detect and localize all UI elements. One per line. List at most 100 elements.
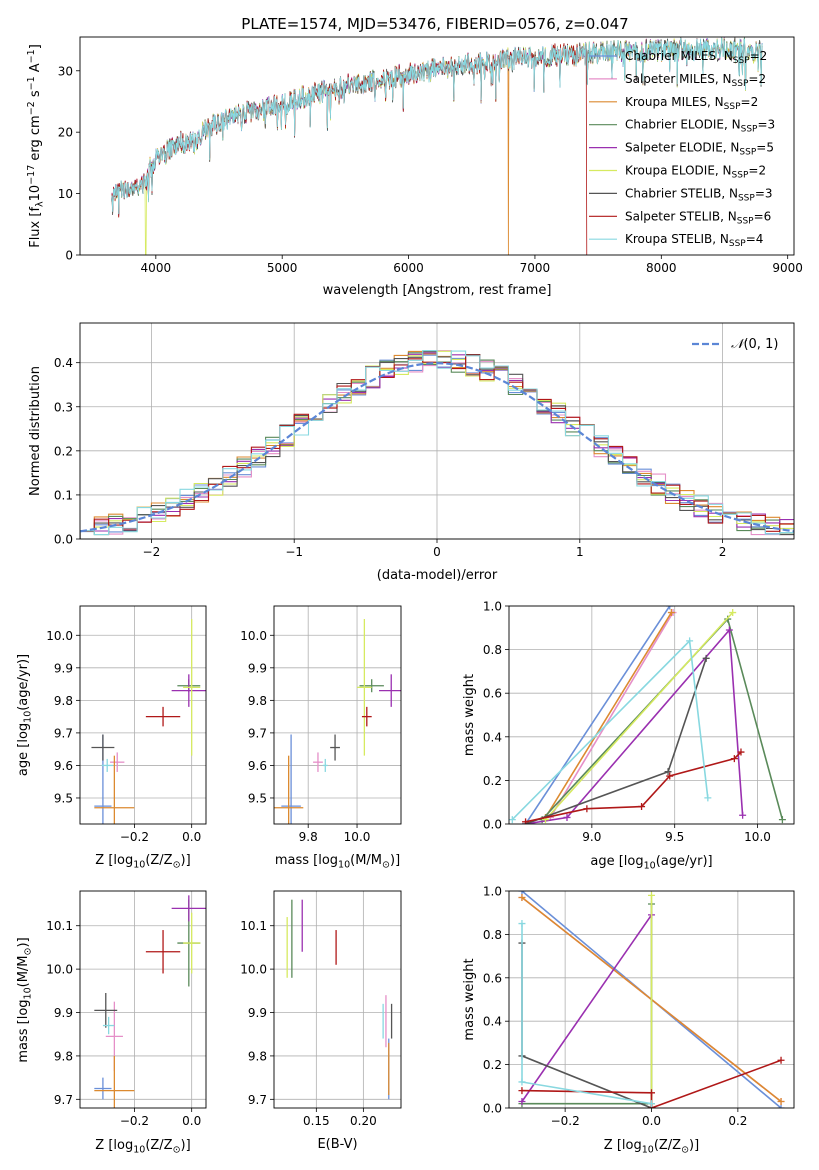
spectrum-line-kroupa-stelib bbox=[111, 37, 763, 215]
spectrum-xtick-label: 5000 bbox=[267, 261, 298, 275]
errorbar-point bbox=[183, 619, 201, 756]
weight-line bbox=[521, 914, 653, 1102]
age-vs-mass-xtick-label: 10.0 bbox=[344, 830, 371, 844]
weight-line bbox=[541, 617, 784, 821]
mass-vs-ebv-ytick-label: 10.0 bbox=[240, 963, 267, 977]
spectrum-frame bbox=[79, 36, 795, 256]
weight-line bbox=[544, 612, 673, 818]
mass-vs-Z-ytick-label: 10.0 bbox=[46, 963, 73, 977]
weight-marker bbox=[729, 609, 737, 617]
weight-vs-age-ylabel: mass weight bbox=[462, 674, 477, 756]
weight-vs-Z-lines bbox=[518, 891, 785, 1108]
legend-entry: Salpeter MILES, NSSP=2 bbox=[625, 72, 766, 89]
weight-vs-age-frame bbox=[508, 605, 795, 825]
errorbar-point bbox=[91, 734, 115, 761]
svg-text:age [log10(age/yr)]: age [log10(age/yr)] bbox=[16, 654, 34, 776]
weight-marker bbox=[666, 772, 674, 780]
residuals-histograms bbox=[80, 350, 794, 539]
mass-vs-ebv-xtick-label: 0.15 bbox=[303, 1114, 330, 1128]
legend-entry: Kroupa STELIB, NSSP=4 bbox=[625, 232, 763, 249]
residuals-legend-label: 𝒩(0, 1) bbox=[731, 337, 778, 352]
weight-line bbox=[521, 943, 652, 1108]
weight-line bbox=[544, 611, 734, 821]
weight-vs-age-ytick-label: 0.6 bbox=[483, 687, 502, 701]
age-vs-mass-xlabel: mass [log10(M/M⊙)] bbox=[275, 853, 400, 871]
spectrum-xtick-label: 9000 bbox=[772, 261, 803, 275]
spectrum-ytick-label: 10 bbox=[58, 187, 73, 201]
mass-vs-Z-points bbox=[94, 895, 206, 1108]
weight-marker bbox=[664, 768, 672, 776]
errorbar-point bbox=[171, 674, 206, 707]
spectrum-xtick-label: 6000 bbox=[393, 261, 424, 275]
weight-vs-age-ytick-label: 0.4 bbox=[483, 730, 502, 744]
mass-vs-ebv-ytick-label: 10.1 bbox=[240, 919, 267, 933]
weight-marker bbox=[777, 1104, 785, 1108]
weight-vs-Z-ytick-label: 1.0 bbox=[483, 885, 502, 899]
mass-vs-Z-frame bbox=[79, 890, 207, 1109]
residuals-xtick-label: −1 bbox=[285, 545, 303, 559]
figure-title: PLATE=1574, MJD=53476, FIBERID=0576, z=0… bbox=[241, 15, 628, 33]
weight-marker bbox=[583, 805, 591, 813]
spectrum-lines bbox=[111, 37, 763, 255]
age-vs-mass-ytick-label: 10.0 bbox=[240, 629, 267, 643]
mass-vs-Z-ytick-label: 10.1 bbox=[46, 919, 73, 933]
errorbar-point bbox=[183, 912, 201, 974]
mass-vs-Z-axes: −0.2 0.0 9.7 9.8 9.9 10.0 10.1 bbox=[46, 891, 206, 1128]
errorbar-point bbox=[145, 930, 181, 974]
weight-marker bbox=[648, 891, 655, 899]
weight-marker bbox=[739, 811, 747, 819]
errorbar-point bbox=[102, 1016, 115, 1035]
errorbar-point bbox=[361, 706, 372, 727]
age-vs-Z-ytick-label: 9.6 bbox=[54, 759, 73, 773]
weight-line bbox=[521, 923, 652, 1105]
weight-vs-Z-ylabel: mass weight bbox=[462, 958, 477, 1040]
age-vs-Z-xlabel: Z [log10(Z/Z⊙)] bbox=[95, 853, 190, 871]
weight-marker bbox=[725, 626, 733, 634]
weight-vs-Z-xtick-label: 0.0 bbox=[642, 1114, 661, 1128]
mass-vs-Z-ytick-label: 9.9 bbox=[54, 1006, 73, 1020]
errorbar-point bbox=[145, 706, 181, 727]
errorbar-point bbox=[94, 1077, 112, 1100]
svg-text:mass [log10(M/M⊙)]: mass [log10(M/M⊙)] bbox=[16, 937, 34, 1062]
age-vs-Z-frame bbox=[79, 605, 207, 825]
age-vs-mass-points bbox=[274, 619, 401, 824]
weight-vs-age-xtick-label: 9.0 bbox=[582, 830, 601, 844]
spectrum-xtick-label: 7000 bbox=[520, 261, 551, 275]
age-vs-mass-ytick-label: 9.6 bbox=[248, 759, 267, 773]
weight-vs-age-xtick-label: 9.5 bbox=[665, 830, 684, 844]
weight-vs-Z-ytick-label: 0.8 bbox=[483, 928, 502, 942]
weight-marker bbox=[648, 1100, 655, 1108]
weight-line bbox=[524, 606, 671, 824]
age-vs-Z-ylabel: age [log10(age/yr)] bbox=[16, 654, 34, 776]
legend-entry: Chabrier STELIB, NSSP=3 bbox=[625, 186, 773, 203]
weight-line bbox=[525, 751, 742, 823]
residuals-axes: −2 −1 0 1 2 0.0 0.1 0.2 0.3 0.4 bbox=[54, 323, 794, 559]
residuals-xtick-label: −2 bbox=[143, 545, 161, 559]
weight-vs-Z-xlabel: Z [log10(Z/Z⊙)] bbox=[604, 1138, 699, 1156]
mass-vs-ebv-frame bbox=[273, 890, 402, 1109]
legend-entry: Kroupa MILES, NSSP=2 bbox=[625, 95, 758, 112]
errorbar-point bbox=[313, 752, 323, 772]
weight-marker bbox=[522, 818, 530, 824]
spectrum-xtick-label: 8000 bbox=[646, 261, 677, 275]
residual-histogram bbox=[80, 350, 794, 539]
weight-vs-age-xtick-label: 10.0 bbox=[744, 830, 771, 844]
age-vs-Z-ytick-label: 9.8 bbox=[54, 694, 73, 708]
residuals-xtick-label: 0 bbox=[433, 545, 441, 559]
weight-vs-Z-ytick-label: 0.6 bbox=[483, 971, 502, 985]
weight-marker bbox=[518, 920, 526, 928]
weight-vs-Z-xtick-label: −0.2 bbox=[551, 1114, 580, 1128]
mass-vs-Z-xtick-label: 0.0 bbox=[182, 1114, 201, 1128]
weight-line bbox=[549, 612, 674, 818]
mass-vs-Z-ylabel: mass [log10(M/M⊙)] bbox=[16, 937, 34, 1062]
legend-entry: Salpeter STELIB, NSSP=6 bbox=[625, 209, 771, 226]
weight-vs-age-lines bbox=[509, 606, 786, 824]
weight-vs-Z-frame bbox=[508, 890, 795, 1109]
weight-vs-age-ytick-label: 0.0 bbox=[483, 818, 502, 832]
mass-vs-ebv-axes: 0.15 0.20 9.7 9.8 9.9 10.0 10.1 bbox=[240, 891, 401, 1128]
residuals-ytick-label: 0.0 bbox=[54, 533, 73, 547]
spectrum-xtick-label: 4000 bbox=[141, 261, 172, 275]
weight-marker bbox=[702, 654, 710, 662]
weight-vs-age-axes: 9.0 9.5 10.0 0.0 0.2 0.4 0.6 0.8 1.0 bbox=[483, 600, 794, 844]
age-vs-mass-ytick-label: 9.5 bbox=[248, 791, 267, 805]
